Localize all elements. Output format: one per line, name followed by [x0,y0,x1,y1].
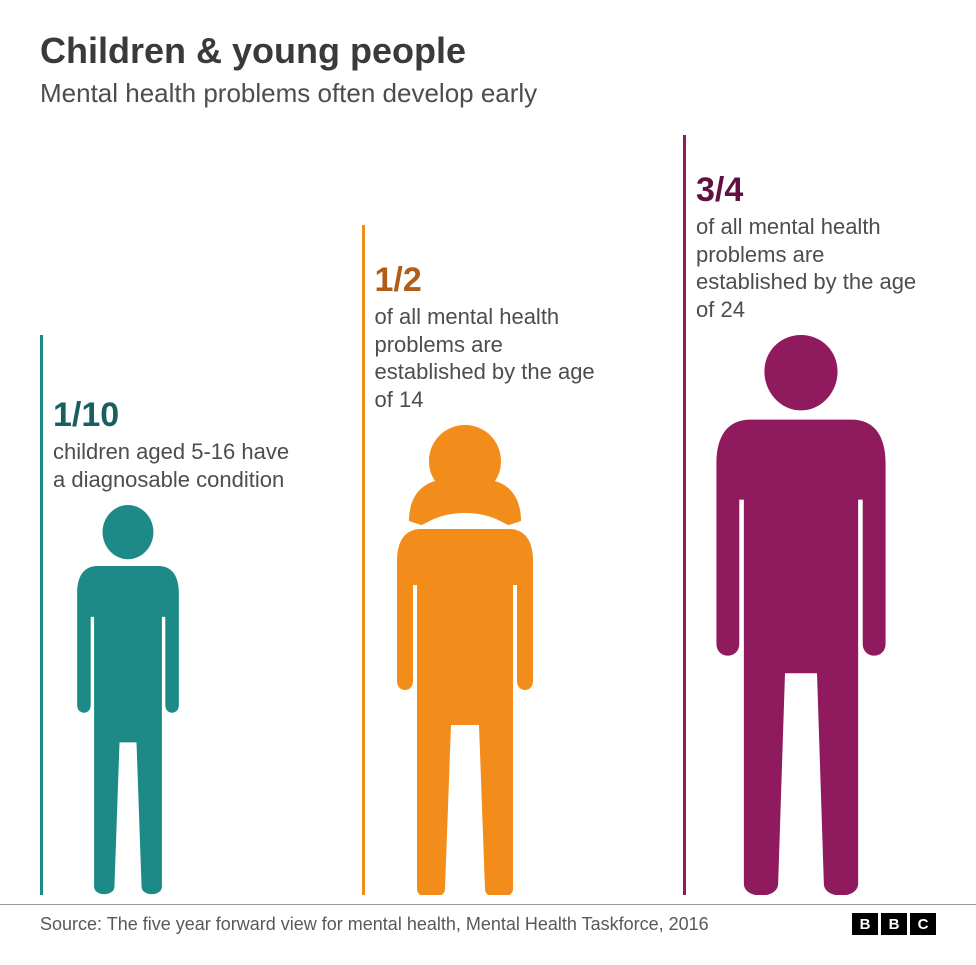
figure-col-adult: 3/4 of all mental health problems are es… [683,135,936,895]
bbc-letter: C [910,913,936,935]
bbc-letter: B [852,913,878,935]
teen-silhouette-icon [365,425,565,895]
page-title: Children & young people [40,30,936,72]
bbc-letter: B [881,913,907,935]
figure-content-teen: 1/2 of all mental health problems are es… [365,225,615,895]
source-text: Source: The five year forward view for m… [40,914,709,935]
figure-content-adult: 3/4 of all mental health problems are es… [686,135,936,895]
figure-col-teen: 1/2 of all mental health problems are es… [362,135,615,895]
desc-adult: of all mental health problems are establ… [696,213,936,323]
footer: Source: The five year forward view for m… [0,904,976,935]
desc-child: children aged 5-16 have a diagnosable co… [53,438,293,493]
page-subtitle: Mental health problems often develop ear… [40,78,936,109]
bbc-logo-icon: B B C [852,913,936,935]
figure-col-child: 1/10 children aged 5-16 have a diagnosab… [40,135,293,895]
stat-child: 1/10 [53,398,119,432]
adult-silhouette-icon [686,335,916,895]
figures-row: 1/10 children aged 5-16 have a diagnosab… [40,135,936,895]
stat-adult: 3/4 [696,173,743,207]
stat-teen: 1/2 [375,263,422,297]
infographic-canvas: Children & young people Mental health pr… [0,0,976,965]
child-silhouette-icon [43,505,213,895]
figure-content-child: 1/10 children aged 5-16 have a diagnosab… [43,335,293,895]
desc-teen: of all mental health problems are establ… [375,303,615,413]
